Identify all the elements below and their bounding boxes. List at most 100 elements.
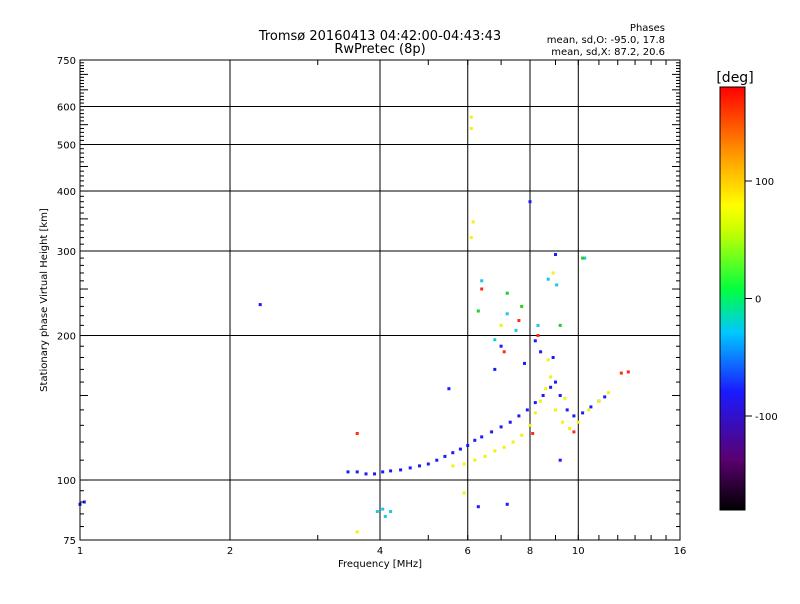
data-point bbox=[399, 468, 403, 472]
chart-subtitle: RwPretec (8p) bbox=[334, 42, 425, 57]
data-point bbox=[581, 411, 585, 415]
data-point bbox=[490, 430, 494, 434]
data-point bbox=[493, 367, 497, 371]
data-point bbox=[576, 420, 580, 424]
data-point bbox=[466, 444, 470, 447]
data-point bbox=[505, 502, 509, 506]
data-point bbox=[520, 304, 524, 308]
data-point bbox=[517, 319, 521, 322]
data-point bbox=[373, 472, 376, 476]
data-point bbox=[520, 433, 524, 437]
data-point bbox=[389, 510, 393, 513]
data-point bbox=[480, 287, 484, 291]
x-tick-label: 1 bbox=[77, 546, 83, 557]
colorbar-tick-label: 100 bbox=[755, 177, 774, 188]
data-point bbox=[82, 500, 86, 504]
data-point bbox=[554, 253, 557, 256]
colorbar bbox=[719, 86, 746, 511]
data-point bbox=[554, 408, 557, 412]
data-point bbox=[603, 395, 607, 399]
data-point bbox=[258, 303, 262, 307]
data-point bbox=[499, 425, 503, 429]
data-point bbox=[533, 411, 537, 415]
data-point bbox=[572, 414, 576, 418]
data-point bbox=[546, 277, 550, 281]
y-tick-label: 750 bbox=[57, 56, 76, 67]
data-point bbox=[536, 334, 540, 337]
data-point bbox=[528, 423, 532, 427]
data-point bbox=[381, 507, 385, 511]
data-point bbox=[517, 414, 521, 418]
x-tick-label: 16 bbox=[674, 546, 687, 557]
data-point bbox=[408, 466, 412, 470]
data-point bbox=[525, 408, 529, 412]
x-tick-label: 4 bbox=[377, 546, 383, 557]
data-point bbox=[476, 505, 480, 509]
y-tick-label: 75 bbox=[63, 536, 76, 547]
colorbar-ticks: 100 0 -100 bbox=[745, 177, 778, 423]
data-point bbox=[480, 279, 484, 283]
y-axis-label: Stationary phase Virtual Height [km] bbox=[39, 208, 50, 392]
data-point bbox=[619, 371, 623, 375]
data-point bbox=[551, 356, 555, 359]
data-point bbox=[499, 344, 503, 348]
data-point bbox=[469, 236, 473, 240]
data-point bbox=[587, 408, 591, 412]
grid-lines bbox=[80, 60, 680, 540]
stats-x-line: mean, sd,X: 87.2, 20.6 bbox=[551, 47, 665, 58]
data-point bbox=[533, 339, 537, 343]
data-point bbox=[493, 338, 497, 342]
x-axis-label: Frequency [MHz] bbox=[338, 559, 422, 570]
data-point bbox=[483, 454, 487, 458]
y-tick-label: 100 bbox=[57, 476, 76, 487]
data-point bbox=[458, 447, 462, 451]
axis-ticks: 1 2 4 6 8 10 16 75 100 200 300 400 500 600 750 bbox=[57, 56, 686, 557]
data-point bbox=[418, 464, 421, 468]
data-point bbox=[480, 435, 484, 439]
data-point bbox=[476, 309, 480, 313]
data-point bbox=[511, 440, 515, 444]
data-point bbox=[554, 380, 557, 384]
data-point bbox=[561, 420, 565, 424]
x-tick-label: 10 bbox=[572, 546, 585, 557]
data-point bbox=[499, 323, 503, 327]
data-point bbox=[381, 470, 385, 474]
data-point bbox=[462, 491, 466, 495]
data-point bbox=[572, 430, 576, 434]
data-point bbox=[551, 271, 555, 275]
data-point bbox=[462, 462, 466, 466]
data-point bbox=[355, 470, 359, 474]
data-point bbox=[469, 115, 473, 119]
y-tick-label: 600 bbox=[57, 103, 76, 114]
data-point bbox=[364, 472, 368, 476]
data-point bbox=[451, 451, 455, 455]
data-point bbox=[563, 396, 567, 400]
data-point bbox=[565, 408, 569, 412]
data-point bbox=[505, 312, 509, 316]
data-point bbox=[447, 387, 451, 391]
data-point bbox=[549, 385, 553, 389]
colorbar-label: [deg] bbox=[716, 70, 753, 86]
data-point bbox=[508, 420, 512, 424]
data-point bbox=[528, 200, 532, 204]
x-tick-label: 8 bbox=[527, 546, 533, 557]
data-point bbox=[493, 449, 497, 453]
y-tick-label: 300 bbox=[57, 247, 76, 258]
data-point bbox=[375, 510, 379, 513]
x-tick-label: 6 bbox=[465, 546, 471, 557]
data-point bbox=[581, 256, 585, 260]
data-point bbox=[505, 291, 509, 295]
data-point bbox=[626, 370, 630, 374]
data-point bbox=[502, 445, 506, 449]
data-point bbox=[531, 432, 535, 435]
data-point bbox=[536, 323, 540, 327]
chart-title: Tromsø 20160413 04:42:00-04:43:43 bbox=[258, 29, 501, 44]
data-point bbox=[473, 458, 477, 462]
data-point bbox=[514, 328, 518, 332]
data-point bbox=[568, 427, 571, 431]
data-point bbox=[383, 514, 387, 518]
data-point bbox=[346, 470, 350, 474]
data-point bbox=[355, 530, 359, 534]
